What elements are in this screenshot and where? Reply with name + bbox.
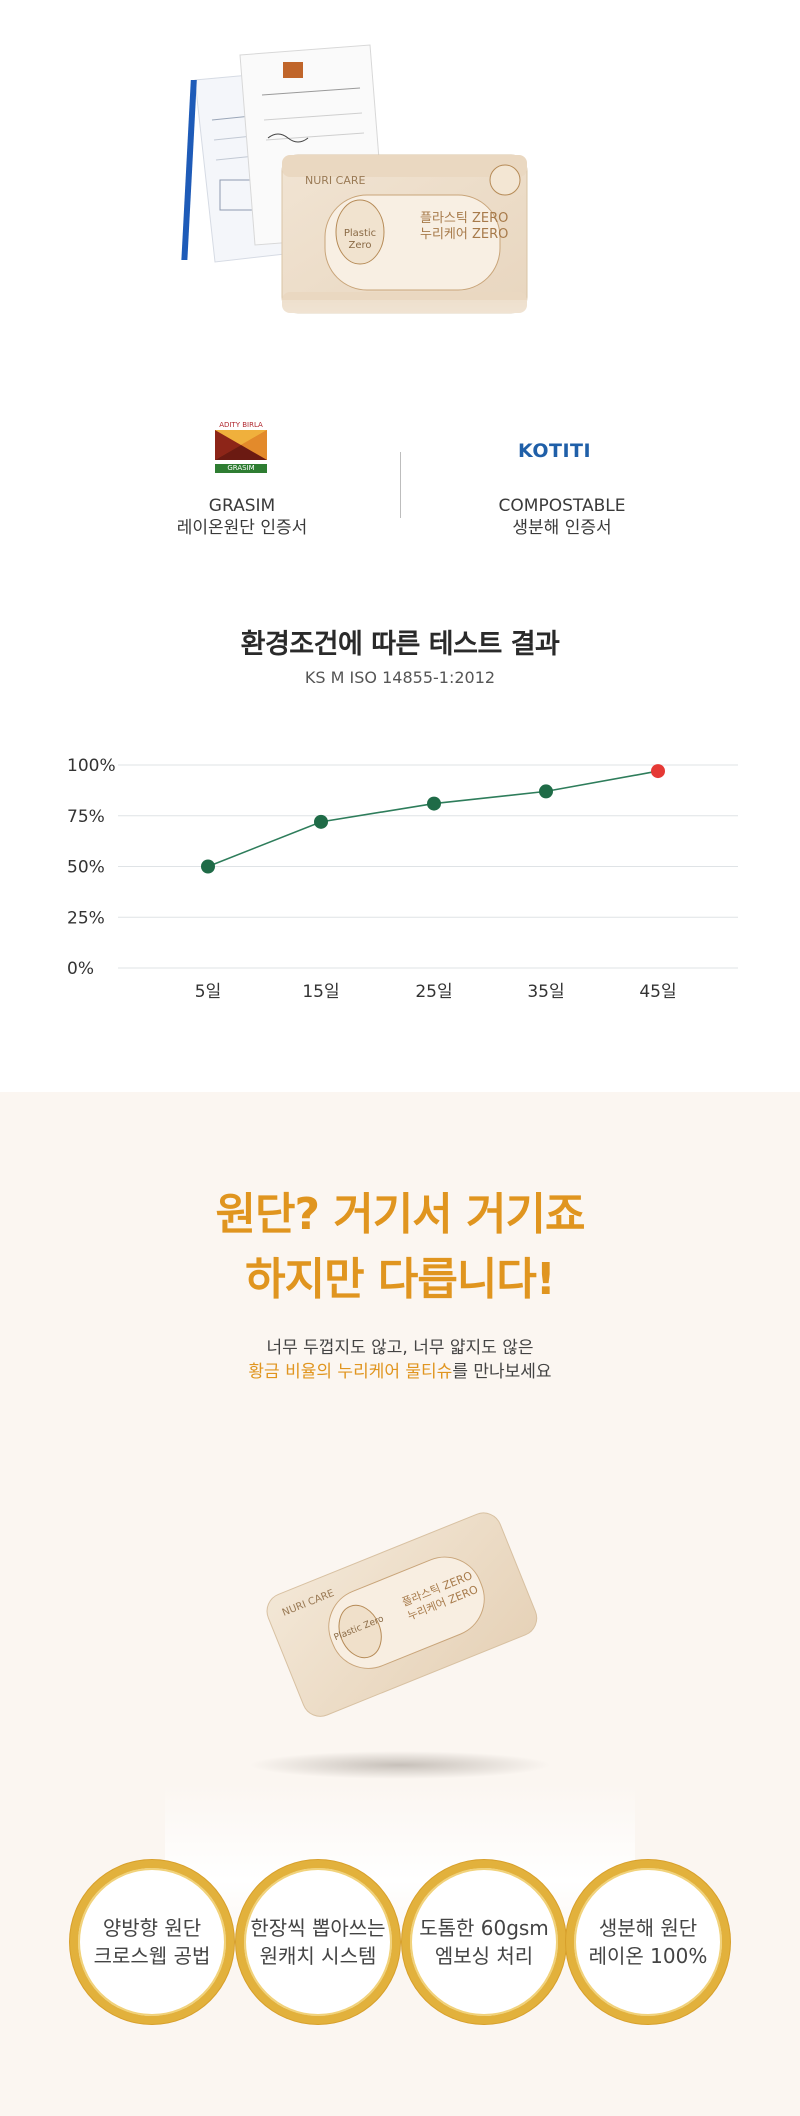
chart-point xyxy=(427,796,441,811)
biodegradation-line-chart: 0% 25% 50% 75% 100% 5일 15일 25일 35일 45일 xyxy=(67,756,738,1002)
certificate-product-illustration: Plastic Zero 플라스틱 ZERO 누리케어 ZERO NURI CA… xyxy=(180,44,540,430)
fabric-description-line2: 황금 비율의 누리케어 물티슈를 만나보세요 xyxy=(0,1357,800,1382)
certificate-compostable: COMPOSTABLE 생분해 인증서 xyxy=(432,495,692,539)
grasim-logo: ADITY BIRLA GRASIM xyxy=(215,421,267,473)
svg-text:Zero: Zero xyxy=(348,240,371,251)
chart-y-tick-label: 100% xyxy=(67,756,116,776)
fabric-description-accent: 황금 비율의 누리케어 물티슈 xyxy=(248,1362,453,1382)
feature-subtitle: 원캐치 시스템 xyxy=(259,1944,377,1968)
feature-subtitle: 엠보싱 처리 xyxy=(434,1944,534,1968)
fabric-description-line1: 너무 두껍지도 않고, 너무 얇지도 않은 xyxy=(266,1338,534,1358)
wipes-pack-tilted: Plastic Zero 플라스틱 ZERO 누리케어 ZERO NURI CA… xyxy=(250,1512,550,1779)
feature-subtitle: 레이온 100% xyxy=(588,1944,708,1968)
certificate-compostable-desc: 생분해 인증서 xyxy=(512,518,612,538)
chart-y-tick-label: 75% xyxy=(67,807,105,827)
feature-title: 한장씩 뽑아쓰는 xyxy=(250,1916,386,1940)
certificate-grasim-name: GRASIM xyxy=(208,496,276,516)
chart-point xyxy=(201,859,215,874)
grasim-logo-band: GRASIM xyxy=(215,464,267,473)
chart-x-tick-label: 25일 xyxy=(415,982,452,1002)
certificate-grasim-desc: 레이온원단 인증서 xyxy=(176,518,308,538)
feature-title: 도톰한 60gsm xyxy=(419,1916,549,1940)
certificate-grasim: GRASIM 레이온원단 인증서 xyxy=(112,495,372,539)
grasim-emblem-icon xyxy=(215,430,267,460)
feature-subtitle: 크로스웹 공법 xyxy=(93,1944,211,1968)
chart-x-tick-label: 15일 xyxy=(302,982,339,1002)
chart-y-tick-label: 50% xyxy=(67,858,105,878)
chart-x-tick-label: 5일 xyxy=(195,982,221,1002)
svg-text:누리케어 ZERO: 누리케어 ZERO xyxy=(420,227,508,242)
certificate-divider xyxy=(400,452,401,518)
certificate-compostable-name: COMPOSTABLE xyxy=(498,496,626,516)
kotiti-logo: KOTITI xyxy=(518,440,600,462)
fabric-headline-line2: 하지만 다릅니다! xyxy=(245,1254,556,1305)
kotiti-logo-text: KOTITI xyxy=(518,440,592,462)
chart-y-tick-label: 0% xyxy=(67,959,94,979)
feature-title: 생분해 원단 xyxy=(598,1916,698,1940)
test-results-title: 환경조건에 따른 테스트 결과 xyxy=(240,629,560,660)
wipes-pack: Plastic Zero 플라스틱 ZERO 누리케어 ZERO NURI CA… xyxy=(281,154,528,314)
svg-text:플라스틱 ZERO: 플라스틱 ZERO xyxy=(420,211,508,226)
feature-title: 양방향 원단 xyxy=(102,1916,202,1940)
chart-x-tick-label: 35일 xyxy=(527,982,564,1002)
chart-point xyxy=(539,784,553,799)
feature-glow xyxy=(165,1785,635,1945)
svg-text:NURI CARE: NURI CARE xyxy=(305,174,366,187)
fabric-headline-line1: 원단? 거기서 거기죠 xyxy=(215,1189,586,1240)
test-standard-subtitle: KS M ISO 14855-1:2012 xyxy=(304,668,496,687)
fabric-description-rest: 를 만나보세요 xyxy=(452,1362,552,1382)
chart-series-line xyxy=(207,770,659,868)
chart-x-tick-label: 45일 xyxy=(639,982,676,1002)
chart-point-highlight xyxy=(651,764,665,779)
chart-y-tick-label: 25% xyxy=(67,908,105,928)
chart-point xyxy=(314,814,328,829)
feature-embossing: 도톰한 60gsm 엠보싱 처리 xyxy=(402,1860,566,2024)
svg-text:Plastic: Plastic xyxy=(344,228,376,239)
grasim-logo-caption: ADITY BIRLA xyxy=(219,421,263,429)
